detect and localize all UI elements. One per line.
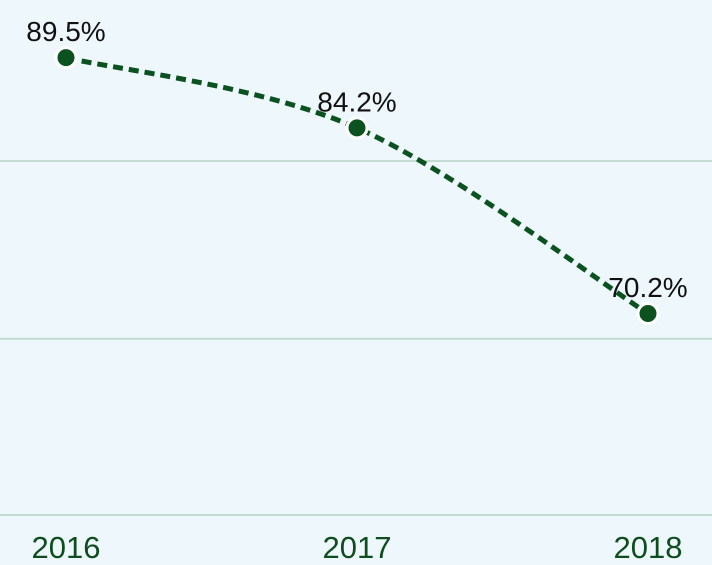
x-tick-label: 2018 — [614, 530, 683, 565]
x-tick-label: 2017 — [323, 530, 392, 565]
data-label: 89.5% — [26, 16, 105, 47]
point — [636, 302, 660, 326]
point — [54, 46, 78, 70]
data-label: 84.2% — [317, 86, 396, 117]
data-label: 70.2% — [608, 272, 687, 303]
x-tick-label: 2016 — [32, 530, 101, 565]
point — [345, 116, 369, 140]
line — [65, 55, 650, 316]
